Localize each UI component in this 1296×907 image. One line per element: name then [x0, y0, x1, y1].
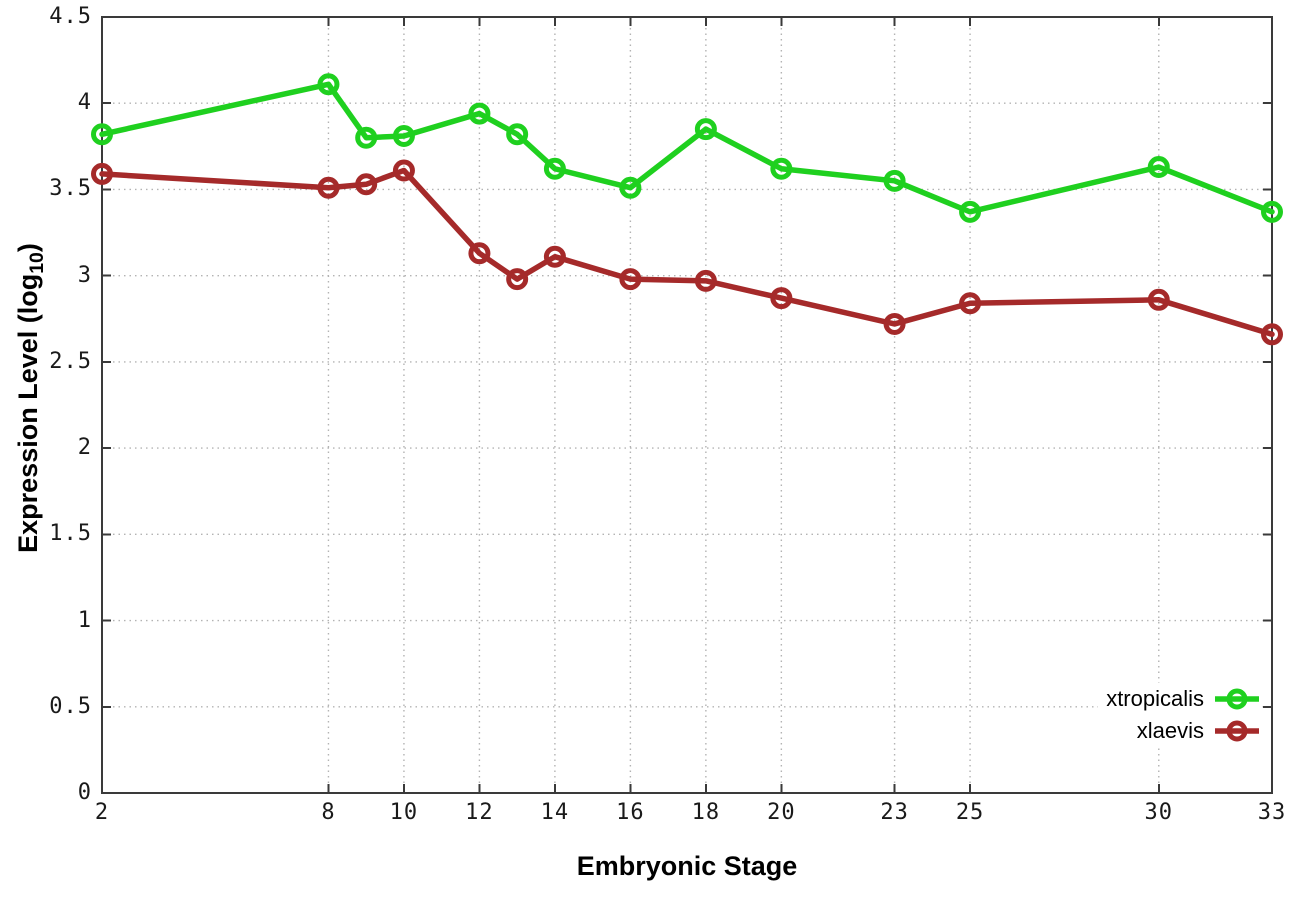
- data-point-xlaevis: [770, 287, 793, 310]
- y-tick-label: 1: [77, 607, 92, 633]
- x-tick-label: 33: [1257, 800, 1287, 825]
- data-point-xlaevis: [392, 159, 415, 182]
- data-point-xtropicalis: [317, 73, 340, 96]
- data-point-xtropicalis: [1147, 156, 1170, 179]
- y-tick-label: 2.5: [49, 348, 92, 374]
- y-axis-title-subscript: 10: [26, 252, 49, 274]
- data-point-xlaevis: [91, 162, 113, 185]
- data-point-xtropicalis: [883, 169, 906, 192]
- data-point-xlaevis: [543, 245, 566, 268]
- legend-label: xtropicalis: [1106, 686, 1204, 711]
- line-point-marker-icon: [1215, 720, 1259, 742]
- series-line-xtropicalis: [99, 81, 1275, 215]
- y-tick-label: 1.5: [49, 521, 92, 547]
- data-point-xtropicalis: [619, 176, 642, 199]
- x-tick-label: 20: [767, 800, 796, 825]
- y-tick-label: 2: [77, 435, 92, 461]
- data-point-xlaevis: [959, 292, 982, 315]
- legend: xtropicalis xlaevis: [1098, 683, 1260, 747]
- x-tick-label: 30: [1144, 800, 1174, 825]
- y-axis-title-suffix: ): [12, 243, 43, 253]
- plot-border: [101, 16, 1273, 794]
- data-point-xlaevis: [355, 173, 378, 196]
- x-tick-label: 18: [691, 800, 721, 825]
- x-tick-label: 10: [389, 800, 419, 825]
- data-point-xlaevis: [506, 268, 529, 291]
- x-tick-label: 2: [94, 800, 110, 825]
- x-tick-label: 25: [955, 800, 985, 825]
- y-tick-label: 0: [77, 780, 92, 805]
- x-tick-label: 8: [321, 800, 336, 825]
- data-point-xlaevis: [317, 176, 340, 199]
- data-point-xtropicalis: [959, 200, 982, 223]
- line-point-marker-icon: [1215, 688, 1259, 710]
- legend-item-xtropicalis: xtropicalis: [1098, 683, 1260, 715]
- x-tick-label: 12: [465, 800, 494, 825]
- data-point-xlaevis: [468, 242, 491, 265]
- data-point-xtropicalis: [355, 126, 378, 149]
- data-point-xtropicalis: [91, 123, 113, 146]
- data-point-xlaevis: [1147, 288, 1170, 311]
- data-point-xtropicalis: [770, 157, 793, 180]
- data-point-xtropicalis: [694, 118, 717, 141]
- data-point-xtropicalis: [468, 102, 491, 125]
- data-point-xtropicalis: [392, 124, 415, 147]
- legend-item-xlaevis: xlaevis: [1098, 715, 1260, 747]
- y-tick-label: 3: [77, 262, 92, 288]
- legend-label: xlaevis: [1136, 718, 1204, 743]
- y-axis-title-text: Expression Level (log: [12, 273, 43, 553]
- y-axis-title: Expression Level (log10): [13, 243, 49, 553]
- x-axis-title: Embryonic Stage: [576, 851, 798, 881]
- y-tick-label: 4: [77, 90, 92, 116]
- y-tick-label: 3.5: [49, 176, 92, 202]
- data-point-xtropicalis: [506, 123, 529, 146]
- y-tick-label: 0.5: [49, 693, 92, 719]
- data-point-xlaevis: [883, 312, 906, 335]
- data-point-xtropicalis: [543, 157, 566, 180]
- series-line-xlaevis: [99, 167, 1275, 338]
- data-point-xlaevis: [1261, 323, 1283, 346]
- data-point-xtropicalis: [1261, 200, 1283, 223]
- y-tick-label: 4.5: [49, 4, 92, 29]
- data-point-xlaevis: [694, 269, 717, 292]
- x-tick-label: 16: [616, 800, 645, 825]
- data-point-xlaevis: [619, 268, 642, 291]
- x-tick-label: 14: [540, 800, 570, 825]
- x-tick-label: 23: [880, 800, 909, 825]
